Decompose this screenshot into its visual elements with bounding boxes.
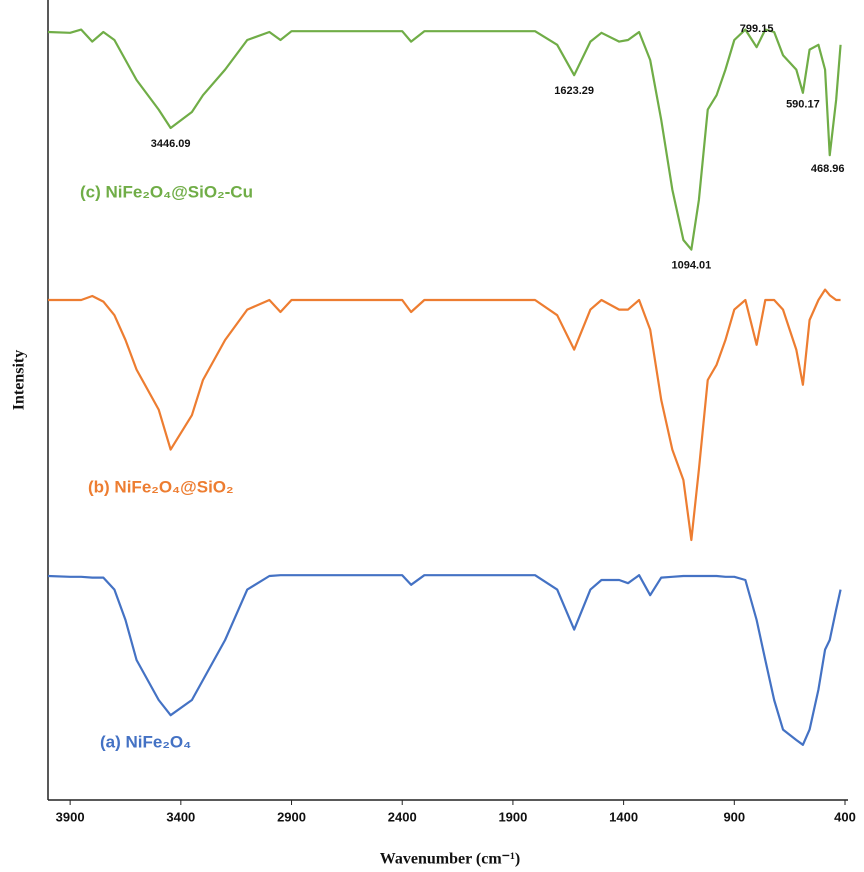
peak-label: 1623.29 [554,85,594,97]
x-axis-title: Wavenumber (cm⁻¹) [380,851,520,868]
series-label: (a) NiFe₂O₄ [100,732,191,751]
x-tick-label: 900 [723,809,745,824]
series-label: (b) NiFe₂O₄@SiO₂ [88,477,234,496]
spectrum-line [47,28,842,251]
peak-label: 590.17 [786,99,820,111]
peak-label: 1094.01 [671,260,711,272]
peak-label: 3446.09 [151,138,191,150]
x-tick-label: 400 [834,809,856,824]
x-tick-label: 2900 [277,809,306,824]
x-tick-label: 2400 [388,809,417,824]
x-tick-label: 1900 [498,809,527,824]
x-tick-label: 1400 [609,809,638,824]
spectrum-line [48,288,841,542]
x-tick-label: 3400 [166,809,195,824]
peak-label: 799.15 [740,23,774,35]
peak-label: 468.96 [811,163,845,175]
y-axis-title: Intensity [11,350,28,410]
spectrum-line [47,574,842,746]
series-label: (c) NiFe₂O₄@SiO₂-Cu [80,182,253,201]
x-tick-label: 3900 [56,809,85,824]
